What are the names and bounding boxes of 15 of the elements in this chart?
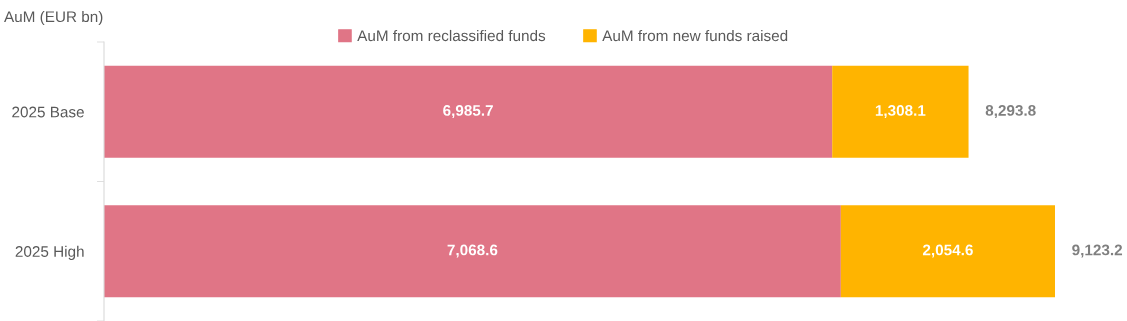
legend-label: AuM from new funds raised	[602, 29, 788, 42]
legend-label: AuM from reclassified funds	[357, 29, 546, 42]
data-label: 1,308.1	[875, 105, 926, 119]
bar	[104, 65, 833, 158]
bar	[832, 65, 969, 158]
bar	[104, 205, 841, 298]
data-label: 7,068.6	[447, 244, 498, 258]
total-label: 9,123.2	[1072, 244, 1123, 258]
data-label: 6,985.7	[443, 105, 493, 119]
data-label: 2,054.6	[922, 244, 973, 258]
bar	[840, 205, 1055, 298]
total-label: 8,293.8	[985, 105, 1036, 119]
y-tick-label: 2025 Base	[12, 106, 84, 118]
y-tick-label: 2025 High	[15, 245, 84, 260]
y-axis-title: AuM (EUR bn)	[4, 10, 103, 26]
